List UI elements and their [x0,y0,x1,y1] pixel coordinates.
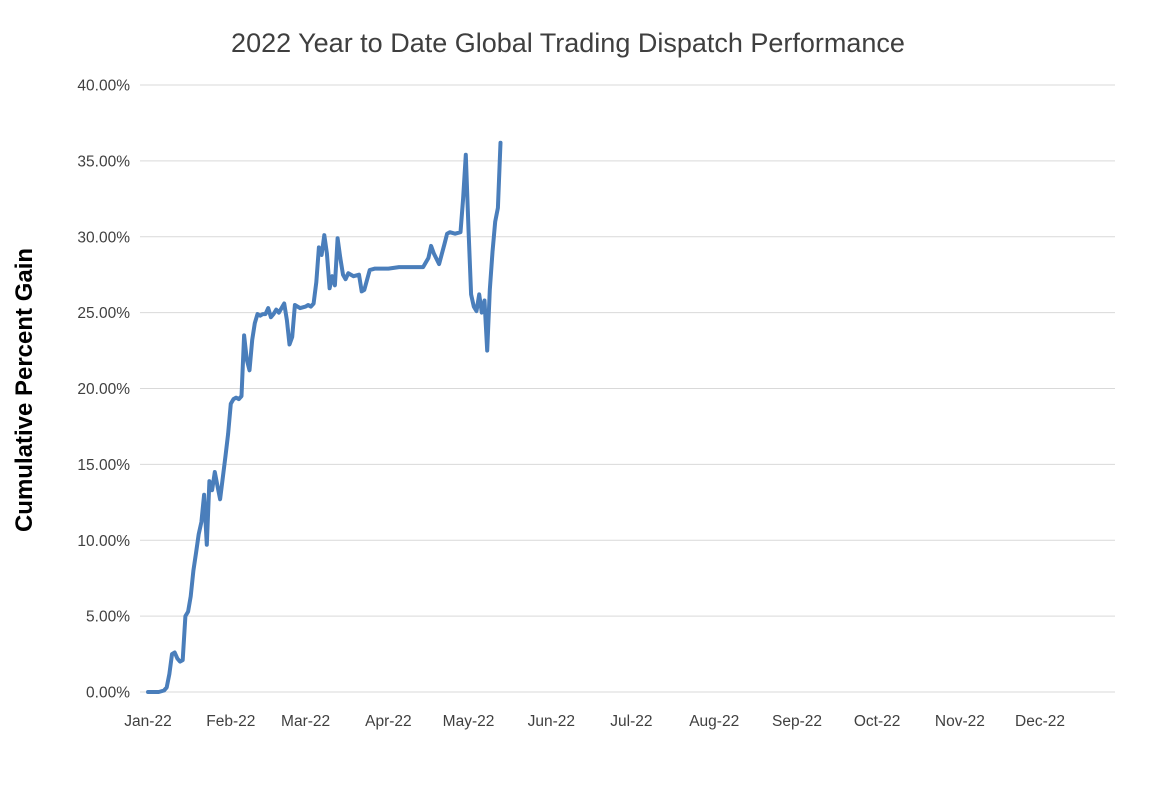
y-tick-label: 0.00% [86,685,130,702]
x-tick-label: Oct-22 [854,713,901,730]
y-axis-title: Cumulative Percent Gain [11,248,38,532]
x-tick-label: Sep-22 [772,713,822,730]
performance-line-series [146,140,503,694]
y-tick-label: 15.00% [77,457,130,474]
x-tick-label: Mar-22 [281,713,330,730]
x-tick-label: Apr-22 [365,713,412,730]
y-tick-label: 20.00% [77,381,130,398]
y-tick-label: 35.00% [77,153,130,170]
y-axis-tick-labels: 0.00% 5.00% 10.00% 15.00% 20.00% 25.00% 30.00%… [77,78,130,702]
x-axis-tick-labels: Jan-22 Feb-22 Mar-22 Apr-22 May-22 Jun-22 Jul-… [124,713,1065,730]
y-tick-label: 30.00% [77,229,130,246]
x-tick-label: Jan-22 [124,713,171,730]
y-tick-label: 5.00% [86,609,130,626]
x-tick-label: Jul-22 [610,713,652,730]
x-tick-label: Dec-22 [1015,713,1065,730]
y-tick-label: 10.00% [77,533,130,550]
gridlines [140,84,1115,693]
y-tick-label: 40.00% [77,78,130,95]
chart-title: 2022 Year to Date Global Trading Dispatc… [231,28,905,58]
x-tick-label: Jun-22 [528,713,575,730]
x-tick-label: Nov-22 [935,713,985,730]
x-tick-label: Feb-22 [206,713,255,730]
x-tick-label: Aug-22 [689,713,739,730]
y-tick-label: 25.00% [77,305,130,322]
x-tick-label: May-22 [443,713,495,730]
